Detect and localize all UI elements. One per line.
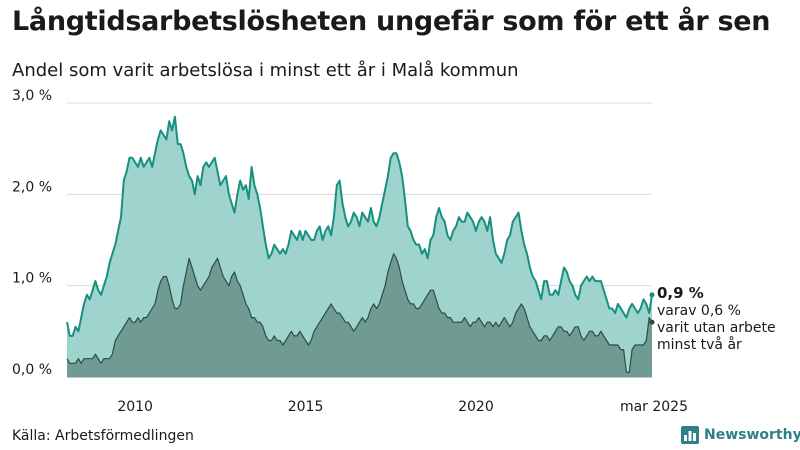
chart-title: Långtidsarbetslösheten ungefär som för e… bbox=[12, 6, 771, 37]
brand-name: Newsworthy bbox=[704, 427, 800, 443]
y-tick-label: 1,0 % bbox=[12, 271, 52, 287]
x-tick-label: 2020 bbox=[458, 399, 494, 415]
x-tick-label: mar 2025 bbox=[620, 399, 688, 415]
series-2-end-dot bbox=[649, 319, 655, 325]
source-note: Källa: Arbetsförmedlingen bbox=[12, 428, 194, 444]
series-1-end-dot bbox=[649, 292, 655, 298]
y-tick-label: 0,0 % bbox=[12, 362, 52, 378]
series-2-area bbox=[67, 253, 652, 377]
chart-areas bbox=[66, 115, 655, 377]
y-axis-ticks: 0,0 % 1,0 % 2,0 % 3,0 % bbox=[12, 88, 52, 378]
x-axis-ticks: 2010 2015 2020 mar 2025 bbox=[117, 399, 688, 415]
x-tick-label: 2015 bbox=[288, 399, 324, 415]
series-2-line bbox=[66, 253, 653, 373]
series-1-line bbox=[66, 115, 653, 337]
callout-line-3: minst två år bbox=[657, 337, 742, 353]
y-tick-label: 2,0 % bbox=[12, 179, 52, 195]
chart-subtitle: Andel som varit arbetslösa i minst ett å… bbox=[12, 60, 519, 81]
bar-chart-icon bbox=[681, 426, 699, 444]
callout-line-1: varav 0,6 % bbox=[657, 303, 741, 319]
y-tick-label: 3,0 % bbox=[12, 88, 52, 104]
callout-line-2: varit utan arbete bbox=[657, 320, 776, 336]
x-tick-label: 2010 bbox=[117, 399, 153, 415]
latest-value: 0,9 % bbox=[657, 284, 704, 302]
brand-logo[interactable]: Newsworthy bbox=[681, 426, 800, 444]
